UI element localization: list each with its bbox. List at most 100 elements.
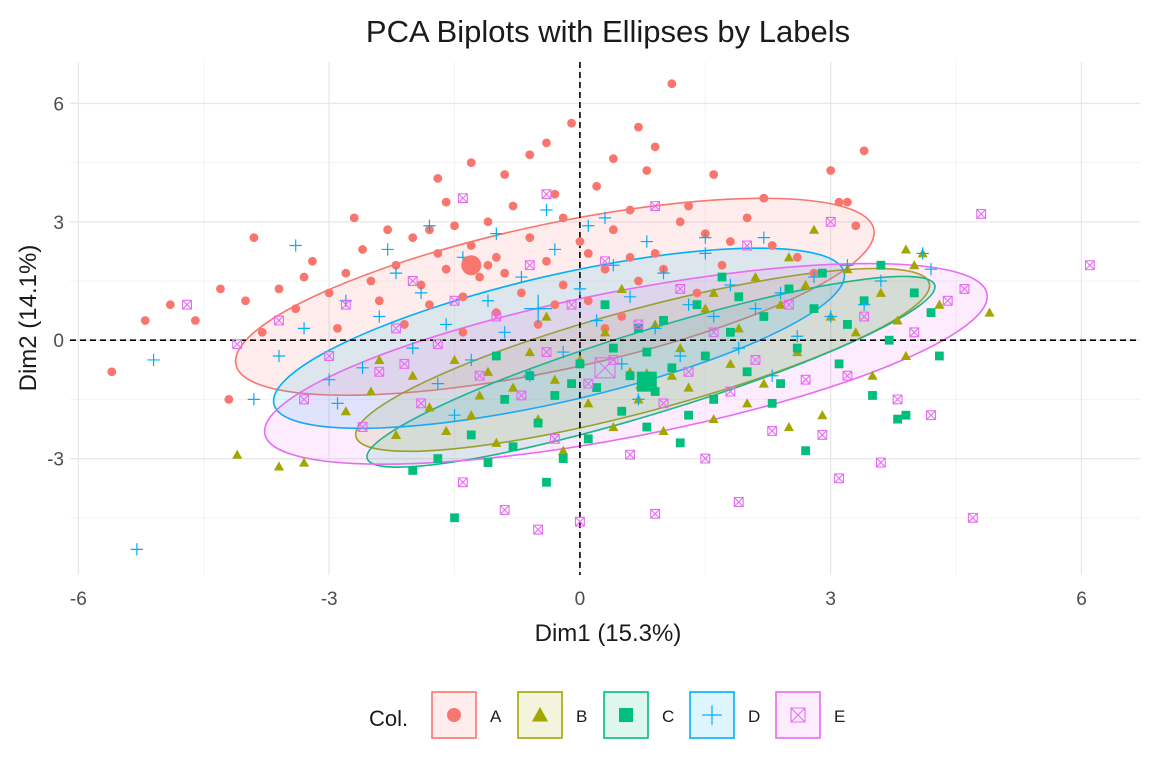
point-E [374,366,385,377]
point-A [333,323,342,333]
point-B [365,386,376,396]
point-D [590,314,603,327]
point-C [934,351,944,361]
point-E [600,256,610,267]
point-A [600,264,610,274]
point-A [667,79,677,89]
point-E [524,260,535,271]
point-D [448,409,461,422]
point-D [640,235,653,248]
point-D [331,397,344,410]
point-E [574,516,585,527]
point-B [775,299,786,309]
point-B [407,370,418,380]
point-A [341,268,351,278]
point-D [389,266,403,280]
point-B [900,244,911,254]
y-tick-label: -3 [47,450,64,471]
point-A [826,166,836,175]
point-E [541,347,552,357]
point-A [642,166,652,175]
legend-label-A: A [490,707,502,726]
point-D [674,349,687,363]
point-B [482,366,494,376]
point-A [859,146,869,156]
point-B [558,445,569,455]
point-E [432,339,443,350]
point-B [733,323,744,333]
point-E [875,457,886,468]
point-C [550,391,560,400]
point-E [232,339,243,350]
point-E [742,240,753,251]
point-C [784,284,794,294]
point-A [709,170,719,179]
point-A [843,197,852,207]
point-E [533,524,544,535]
point-B [758,378,769,388]
point-A [592,181,602,191]
point-A [500,170,510,179]
point-E [725,386,736,397]
point-A [517,288,526,298]
legend-marker-B [531,706,549,722]
point-D [414,286,428,300]
point-C [667,363,677,373]
point-E [733,497,744,507]
point-C [692,300,702,310]
point-B [850,327,861,337]
point-E [959,283,970,294]
point-D [657,266,670,280]
point-A [542,256,551,266]
point-C [876,260,886,270]
point-C [583,434,593,444]
point-D [515,270,528,284]
point-C [433,454,443,463]
group-centroids [461,255,659,392]
point-C [809,304,819,314]
point-A [742,213,752,223]
point-A [475,272,485,282]
point-A [458,292,468,302]
point-A [625,252,635,262]
point-A [650,142,660,152]
point-E [700,453,711,464]
point-A [500,268,510,278]
point-E [976,208,987,219]
point-C [834,359,844,369]
centroid-E [594,357,616,379]
point-B [875,287,886,297]
point-A [383,225,393,235]
point-A [608,225,618,235]
legend-marker-C [619,708,633,722]
point-B [783,421,794,432]
point-D [582,219,595,232]
point-A [650,248,660,258]
point-A [190,316,200,325]
point-E [926,410,936,421]
point-B [984,307,995,317]
point-B [608,421,619,432]
point-B [783,252,794,262]
point-D [623,290,637,303]
point-D [523,369,536,382]
point-E [650,201,661,211]
point-A [299,272,309,282]
point-A [583,296,593,306]
legend-marker-D [702,705,722,725]
point-E [767,426,778,436]
point-A [542,138,551,148]
point-E [299,394,310,405]
point-E [650,508,661,519]
point-D [540,203,553,217]
point-C [600,300,610,310]
point-A [366,276,376,286]
point-E [800,374,811,385]
point-C [684,410,693,420]
point-D [147,353,160,367]
point-A [634,122,643,132]
point-D [916,247,929,260]
point-E [859,311,870,322]
point-A [692,288,702,298]
point-A [759,193,769,203]
